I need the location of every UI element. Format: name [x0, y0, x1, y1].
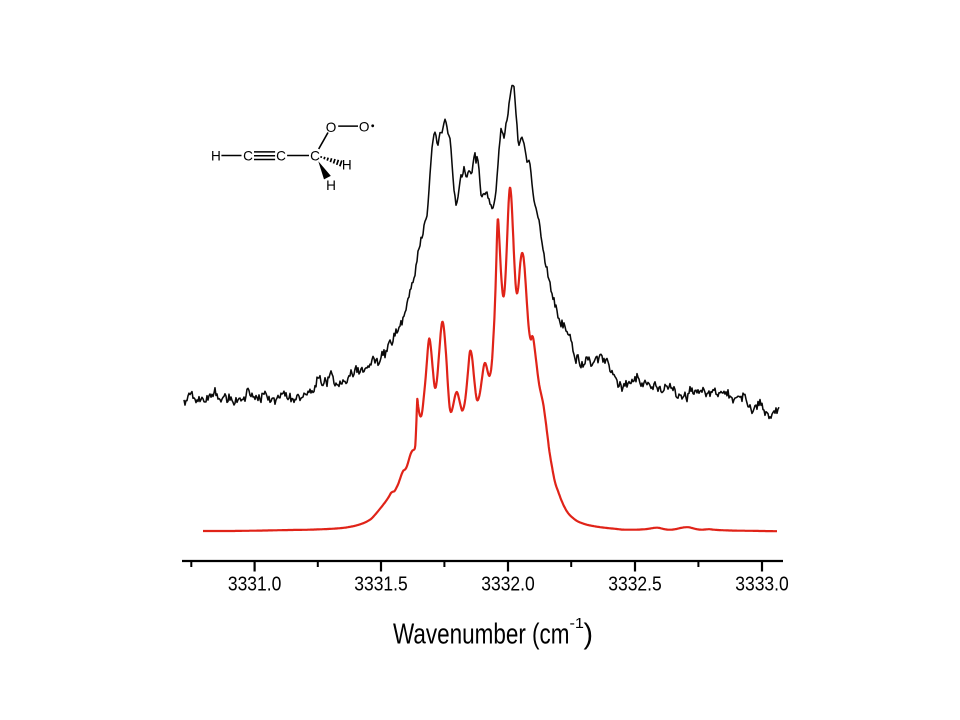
- svg-text:H: H: [326, 178, 336, 193]
- svg-text:3333.0: 3333.0: [735, 573, 789, 596]
- svg-text:): ): [584, 619, 594, 651]
- svg-text:Wavenumber (cm: Wavenumber (cm: [393, 619, 570, 651]
- svg-text:3332.5: 3332.5: [608, 573, 662, 596]
- svg-text:3332.0: 3332.0: [481, 573, 535, 596]
- svg-text:H: H: [211, 149, 221, 164]
- svg-text:O: O: [326, 120, 337, 135]
- svg-text:3331.5: 3331.5: [354, 573, 408, 596]
- svg-text:C: C: [310, 149, 320, 164]
- svg-text:H: H: [342, 157, 352, 172]
- svg-text:C: C: [276, 149, 286, 164]
- svg-text:C: C: [243, 149, 253, 164]
- svg-text:O: O: [359, 120, 370, 135]
- svg-text:-1: -1: [570, 616, 585, 632]
- svg-text:3331.0: 3331.0: [228, 573, 282, 596]
